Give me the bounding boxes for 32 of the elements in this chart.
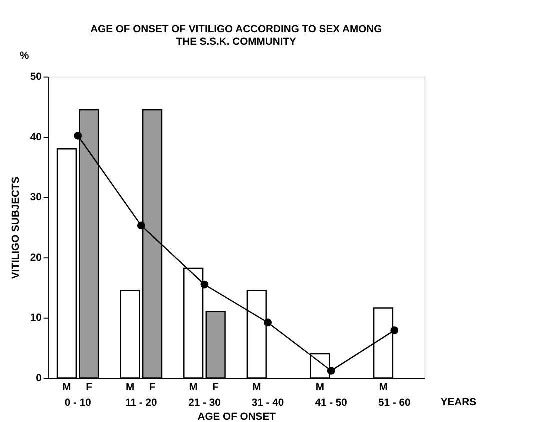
text: F — [212, 382, 219, 394]
text: M — [126, 382, 135, 394]
point — [327, 367, 336, 375]
text: M — [189, 382, 198, 394]
x-tick-label: 31 - 40 — [252, 398, 284, 409]
point — [200, 280, 209, 289]
series-label: F — [86, 382, 92, 394]
x-tick-label: 41 - 50 — [315, 398, 348, 409]
x-tick-label: 51 - 60 — [378, 398, 411, 409]
y-tick-label: 10 — [30, 313, 42, 324]
x-tick-label: 0 - 10 — [64, 398, 92, 409]
x-tick-label: 21 - 30 — [188, 398, 222, 409]
text: % — [20, 50, 30, 62]
series-label: M — [62, 382, 72, 394]
text: M — [252, 382, 262, 394]
x-tick-label: 11 - 20 — [126, 398, 158, 409]
chart-title: AGE OF ONSET OF VITILIGO ACCORDING TO SEX AMONG THE S.S.K. COMMUNITY — [90, 24, 382, 48]
text: YEARS — [440, 397, 477, 408]
y-tick-label: 40 — [30, 132, 42, 144]
text: M — [379, 382, 388, 394]
y-tick-label: 50 — [30, 72, 42, 84]
text: F — [149, 382, 156, 394]
y-tick-label: 20 — [30, 252, 42, 264]
x-axis-title: AGE OF ONSET — [198, 412, 277, 422]
y-tick-label: 0 — [36, 373, 42, 384]
y-axis-title: VITILIGO SUBJECTS — [11, 176, 22, 280]
point — [137, 222, 146, 230]
point — [74, 132, 82, 140]
point — [264, 318, 272, 327]
text: M — [316, 382, 325, 394]
y-tick-label: 30 — [30, 192, 42, 204]
point — [390, 326, 399, 334]
